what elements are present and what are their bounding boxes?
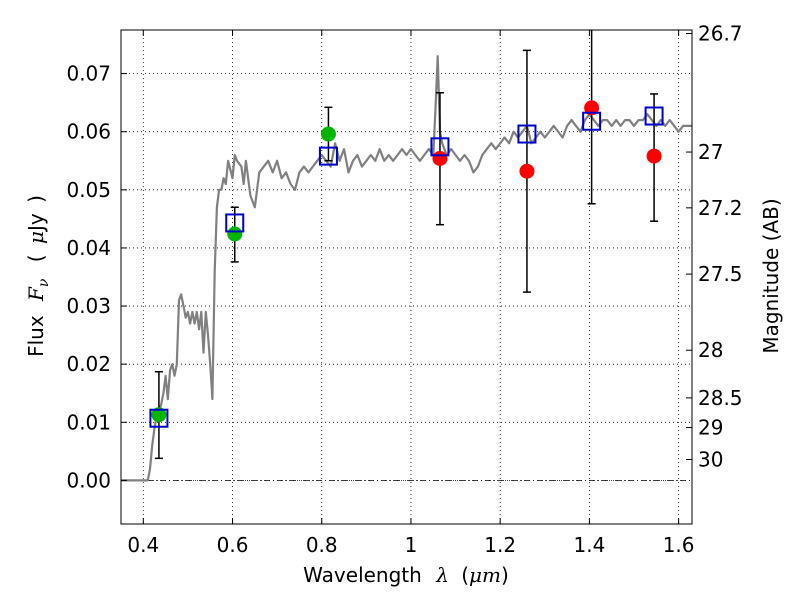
y-axis-title: Flux Fν ( μJy ) [24,195,53,357]
right-tick-label: 27.2 [698,196,743,220]
right-tick-label: 30 [698,447,723,471]
y-axis-title-subscript: ν [36,278,52,287]
y-axis-title-prefix: Flux [24,315,48,357]
model-squares-series [149,106,664,428]
y-tick-label: 0.01 [66,410,111,434]
y-tick-labels: 0.00 0.01 0.02 0.03 0.04 0.05 0.06 0.07 [66,62,111,493]
model-square [582,111,602,131]
x-axis-title-symbol: λ [435,563,449,587]
y-axis-title-unit-mu: μ [24,231,48,244]
plot-background [121,30,692,524]
y-tick-label: 0.03 [66,294,111,318]
red-point [519,163,535,179]
model-square [149,408,169,428]
model-square [318,146,338,166]
y-tick-label: 0.02 [66,352,111,376]
right-tick-label: 29 [698,416,723,440]
model-square [644,106,664,126]
red-point [646,148,662,164]
x-tick-label: 1.6 [663,533,695,557]
red-point [432,150,448,166]
y-axis-title-close: ) [24,195,48,203]
model-square [430,137,450,157]
x-tick-labels: 0.4 0.6 0.8 1 1.2 1.4 1.6 [127,533,694,557]
y-tick-label: 0.07 [66,62,111,86]
x-axis-title: Wavelength λ (μm) [303,563,509,587]
x-tick-label: 1 [405,533,418,557]
x-tick-label: 1.4 [573,533,605,557]
model-square [517,124,537,144]
y-axis-title-unit: Jy [24,213,48,233]
green-point [151,407,167,423]
green-point [227,226,243,242]
right-tick-labels: 26.7 27 27.2 27.5 28 28.5 29 30 [698,21,743,471]
x-tick-label: 0.8 [306,533,338,557]
y-tick-label: 0.00 [66,468,111,492]
y-axis-title-symbol: F [24,286,48,302]
right-tick-label: 27.5 [698,262,743,286]
x-tick-label: 0.6 [217,533,249,557]
y-tick-label: 0.04 [66,236,111,260]
green-points-series [151,126,336,423]
x-tick-label: 0.4 [127,533,159,557]
red-point [584,100,600,116]
y-tick-label: 0.05 [66,178,111,202]
x-axis-title-prefix: Wavelength [303,563,422,587]
plot-frame [120,29,693,525]
y-axis-title-open: ( [24,254,48,262]
right-tick-label: 26.7 [698,21,743,45]
x-axis-title-close: ) [501,563,509,587]
model-square [225,213,245,233]
x-axis-title-unit: μm [469,563,501,587]
right-tick-label: 28 [698,338,723,362]
right-tick-label: 28.5 [698,386,743,410]
x-tick-label: 1.2 [484,533,516,557]
x-axis-title-open: ( [461,563,469,587]
right-axis-title: Magnitude (AB) [759,198,783,353]
right-tick-label: 27 [698,140,723,164]
y-tick-label: 0.06 [66,120,111,144]
green-point [320,126,336,142]
axis-ticks [121,30,692,524]
